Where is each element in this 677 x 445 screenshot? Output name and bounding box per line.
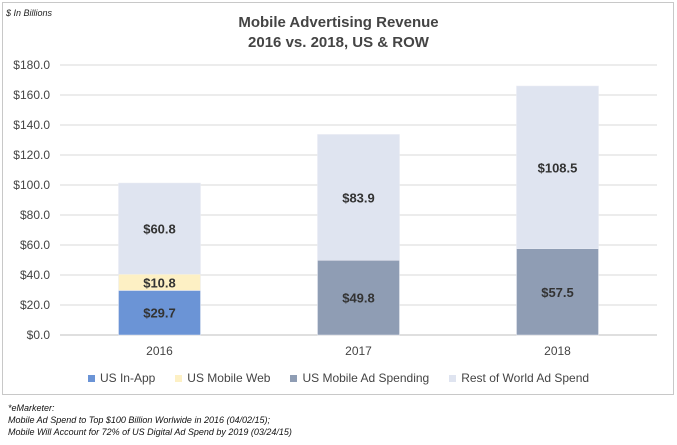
bar-data-label: $83.9 (342, 190, 375, 205)
footnote-line-2: Mobile Will Account for 72% of US Digita… (8, 427, 292, 437)
y-tick-label: $160.0 (13, 88, 50, 102)
y-tick-label: $20.0 (20, 298, 50, 312)
x-tick-label: 2018 (544, 344, 571, 358)
y-tick-label: $80.0 (20, 208, 50, 222)
bar-data-label: $29.7 (143, 306, 176, 321)
bar-data-label: $108.5 (538, 160, 578, 175)
x-tick-label: 2016 (146, 344, 173, 358)
bar-segment (118, 290, 201, 336)
footnotes: *eMarketer: Mobile Ad Spend to Top $100 … (8, 402, 292, 438)
bar-segment (516, 248, 599, 336)
y-tick-label: $60.0 (20, 238, 50, 252)
legend-item-us-in-app: US In-App (87, 369, 156, 387)
y-tick-label: $180.0 (13, 58, 50, 72)
bar-segment (317, 134, 400, 261)
legend: US In-App US Mobile Web US Mobile Ad Spe… (0, 369, 677, 387)
y-tick-label: $120.0 (13, 148, 50, 162)
bar-data-label: $49.8 (342, 291, 375, 306)
legend-label-us-in-app: US In-App (99, 371, 156, 385)
legend-item-us-mobile-web: US Mobile Web (175, 369, 270, 387)
legend-label-us-mobile-web: US Mobile Web (187, 371, 271, 385)
legend-item-us-mobile-ad-spending: US Mobile Ad Spending (290, 369, 429, 387)
legend-swatch-us-mobile-ad-spending (290, 374, 298, 382)
y-tick-label: $0.0 (27, 328, 51, 342)
legend-swatch-us-mobile-web (175, 374, 183, 382)
y-tick-label: $140.0 (13, 118, 50, 132)
footnote-source: *eMarketer: (8, 403, 55, 413)
unit-label: $ In Billions (6, 8, 53, 18)
legend-swatch-rest-of-world (449, 374, 457, 382)
bar-data-label: $10.8 (143, 275, 176, 290)
bar-segment (317, 260, 400, 336)
bar-segment (118, 182, 201, 275)
chart-title: Mobile Advertising Revenue (238, 14, 439, 31)
chart-subtitle: 2016 vs. 2018, US & ROW (248, 34, 429, 51)
legend-label-us-mobile-ad-spending: US Mobile Ad Spending (302, 371, 430, 385)
legend-label-rest-of-world: Rest of World Ad Spend (461, 371, 590, 385)
x-tick-label: 2017 (345, 344, 372, 358)
bar-segment (516, 85, 599, 249)
bar-data-label: $60.8 (143, 222, 176, 237)
y-tick-label: $40.0 (20, 268, 50, 282)
y-tick-label: $100.0 (13, 178, 50, 192)
bar-data-label: $57.5 (541, 285, 574, 300)
footnote-line-1: Mobile Ad Spend to Top $100 Billion Worl… (8, 415, 270, 425)
legend-swatch-us-in-app (87, 374, 95, 382)
legend-item-rest-of-world: Rest of World Ad Spend (449, 369, 589, 387)
